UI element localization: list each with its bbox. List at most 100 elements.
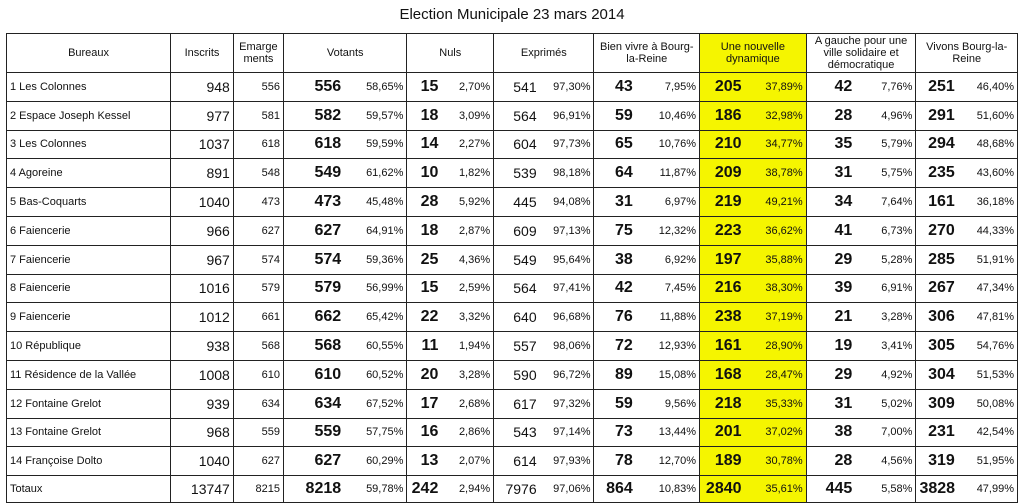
emargements-cell: 634: [232, 388, 285, 419]
table-row: 3 Les Colonnes 1037 618 618 59,59% 14 2,27% 604…: [5, 129, 1018, 160]
list4-votes-cell: 291: [915, 100, 958, 131]
list3-votes-cell: 31: [805, 158, 856, 189]
exprimes-cell: 564: [493, 100, 540, 131]
nuls-cell: 18: [406, 100, 442, 131]
list3-votes-cell: 19: [805, 331, 856, 361]
list4-votes-cell: 251: [915, 72, 958, 102]
emargements-cell: 610: [232, 359, 285, 390]
list1-votes-cell: 864: [593, 475, 636, 503]
list2-pct-cell: 34,77%: [744, 129, 807, 160]
exprimes-pct-cell: 96,72%: [539, 359, 595, 390]
list1-votes-cell: 76: [593, 302, 636, 333]
votants-pct-cell: 58,65%: [344, 72, 408, 102]
nuls-cell: 20: [406, 359, 442, 390]
table-row: 4 Agoreine 891 548 549 61,62% 10 1,82% 539 98,18…: [5, 158, 1018, 189]
list4-pct-cell: 50,08%: [957, 388, 1018, 419]
votants-pct-cell: 65,42%: [344, 302, 408, 333]
list4-pct-cell: 36,18%: [957, 187, 1018, 217]
nuls-pct-cell: 2,07%: [441, 446, 495, 477]
list2-pct-cell: 35,33%: [744, 388, 807, 419]
votants-pct-cell: 60,29%: [344, 446, 408, 477]
nuls-pct-cell: 2,59%: [441, 273, 495, 304]
header-inscrits: Inscrits: [170, 33, 234, 73]
votants-cell: 473: [283, 187, 345, 217]
votants-cell: 634: [283, 388, 345, 419]
list3-pct-cell: 7,64%: [855, 187, 917, 217]
list2-votes-cell: 209: [699, 158, 745, 189]
list1-pct-cell: 13,44%: [635, 417, 701, 448]
list2-votes-cell: 197: [699, 244, 745, 275]
nuls-cell: 11: [406, 331, 442, 361]
votants-cell: 627: [283, 215, 345, 246]
inscrits-cell: 1012: [170, 302, 234, 333]
header-list-une-nouvelle-dynamique: Une nouvelle dynamique: [699, 33, 807, 73]
list2-pct-cell: 28,47%: [744, 359, 807, 390]
list1-votes-cell: 65: [593, 129, 636, 160]
nuls-cell: 22: [406, 302, 442, 333]
page-title: Election Municipale 23 mars 2014: [399, 6, 625, 23]
table-row: 14 Françoise Dolto 1040 627 627 60,29% 13 2,07…: [5, 446, 1018, 477]
exprimes-cell: 543: [493, 417, 540, 448]
votants-pct-cell: 59,36%: [344, 244, 408, 275]
bureau-cell: 5 Bas-Coquarts: [5, 187, 172, 217]
list2-votes-cell: 223: [699, 215, 745, 246]
bureau-cell: 3 Les Colonnes: [5, 129, 172, 160]
list2-votes-cell: 2840: [699, 475, 745, 503]
list4-votes-cell: 267: [915, 273, 958, 304]
exprimes-pct-cell: 98,18%: [539, 158, 595, 189]
nuls-cell: 25: [406, 244, 442, 275]
list3-votes-cell: 38: [805, 417, 856, 448]
inscrits-cell: 1016: [170, 273, 234, 304]
header-list-vivons: Vivons Bourg-la-Reine: [915, 33, 1018, 73]
list2-votes-cell: 219: [699, 187, 745, 217]
table-row: 1 Les Colonnes 948 556 556 58,65% 15 2,70% 541 9…: [5, 72, 1018, 102]
list4-votes-cell: 231: [915, 417, 958, 448]
list3-votes-cell: 21: [805, 302, 856, 333]
nuls-cell: 17: [406, 388, 442, 419]
bureau-cell: Totaux: [5, 475, 172, 503]
nuls-cell: 13: [406, 446, 442, 477]
nuls-cell: 15: [406, 72, 442, 102]
results-table: Bureaux Inscrits Emarge ments Votants Nu…: [5, 33, 1018, 503]
list3-votes-cell: 35: [805, 129, 856, 160]
list3-pct-cell: 5,02%: [855, 388, 917, 419]
list1-votes-cell: 31: [593, 187, 636, 217]
list3-pct-cell: 4,92%: [855, 359, 917, 390]
list1-pct-cell: 12,70%: [635, 446, 701, 477]
list2-pct-cell: 37,89%: [744, 72, 807, 102]
list3-pct-cell: 5,79%: [855, 129, 917, 160]
list4-pct-cell: 46,40%: [957, 72, 1018, 102]
list3-pct-cell: 7,00%: [855, 417, 917, 448]
nuls-pct-cell: 3,09%: [441, 100, 495, 131]
exprimes-pct-cell: 97,13%: [539, 215, 595, 246]
votants-pct-cell: 61,62%: [344, 158, 408, 189]
table-row: 11 Résidence de la Vallée 1008 610 610 60,52…: [5, 359, 1018, 390]
exprimes-pct-cell: 95,64%: [539, 244, 595, 275]
list3-pct-cell: 4,56%: [855, 446, 917, 477]
votants-cell: 574: [283, 244, 345, 275]
votants-cell: 618: [283, 129, 345, 160]
list2-pct-cell: 37,02%: [744, 417, 807, 448]
list2-votes-cell: 216: [699, 273, 745, 304]
header-emargements: Emarge ments: [232, 33, 285, 73]
exprimes-cell: 564: [493, 273, 540, 304]
bureau-cell: 14 Françoise Dolto: [5, 446, 172, 477]
list2-pct-cell: 37,19%: [744, 302, 807, 333]
votants-pct-cell: 60,52%: [344, 359, 408, 390]
votants-pct-cell: 64,91%: [344, 215, 408, 246]
votants-cell: 559: [283, 417, 345, 448]
list3-votes-cell: 29: [805, 359, 856, 390]
list4-pct-cell: 43,60%: [957, 158, 1018, 189]
list2-votes-cell: 210: [699, 129, 745, 160]
list1-votes-cell: 59: [593, 388, 636, 419]
emargements-cell: 627: [232, 215, 285, 246]
exprimes-pct-cell: 94,08%: [539, 187, 595, 217]
inscrits-cell: 1040: [170, 446, 234, 477]
list4-votes-cell: 306: [915, 302, 958, 333]
votants-pct-cell: 60,55%: [344, 331, 408, 361]
header-list-bien-vivre: Bien vivre à Bourg-la-Reine: [593, 33, 701, 73]
list3-votes-cell: 34: [805, 187, 856, 217]
nuls-pct-cell: 2,68%: [441, 388, 495, 419]
list2-pct-cell: 35,61%: [744, 475, 807, 503]
inscrits-cell: 966: [170, 215, 234, 246]
